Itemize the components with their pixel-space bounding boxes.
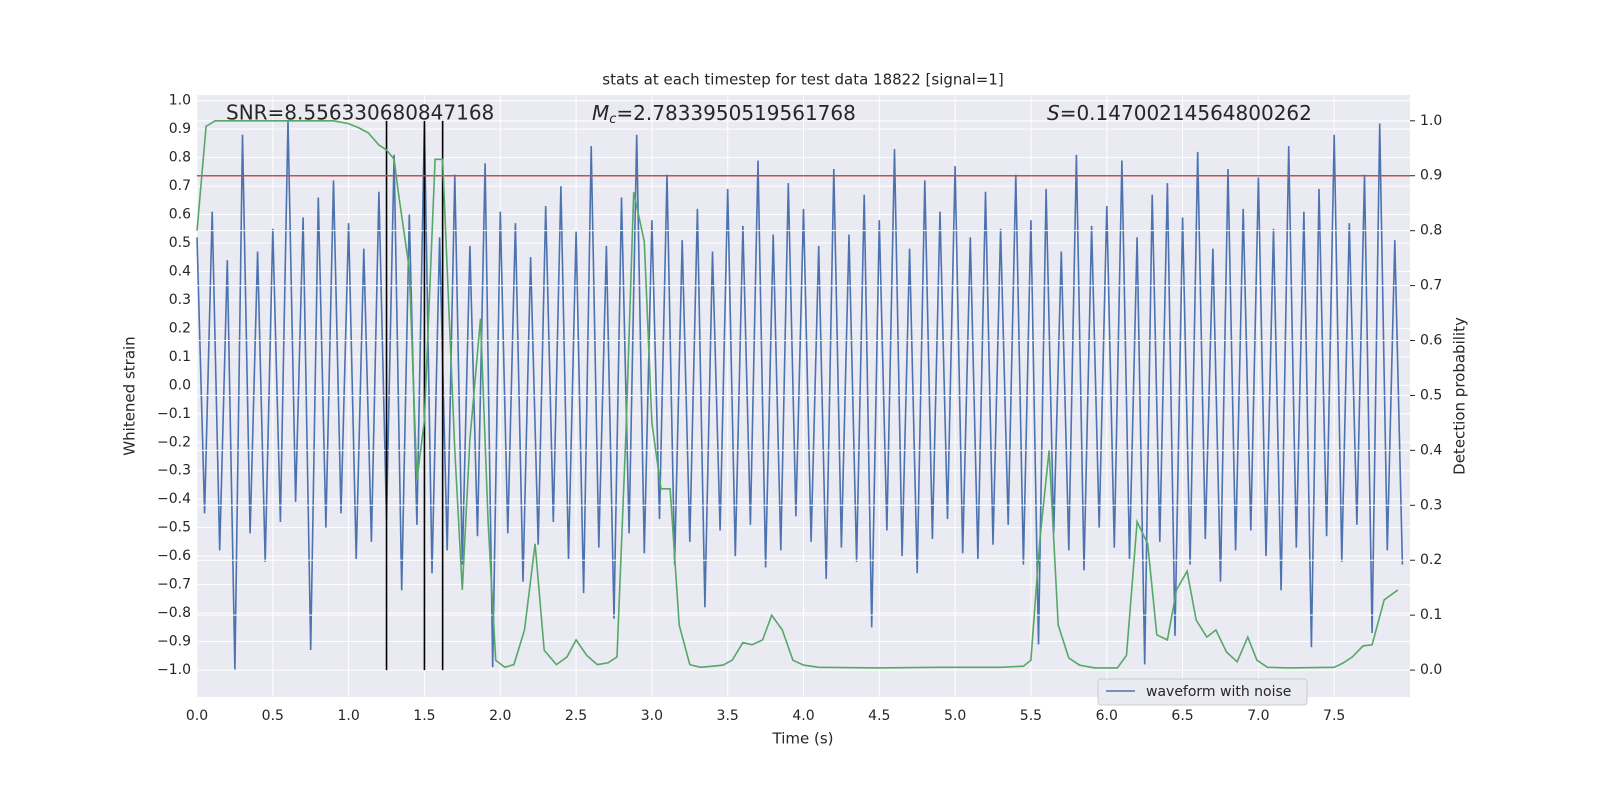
x-tick-label: 1.5 [413, 708, 435, 724]
y2-tick-label: 1.0 [1420, 113, 1442, 129]
mc-subscript: c [609, 112, 616, 127]
y2-tick-label: 0.8 [1420, 223, 1442, 239]
y2-tick-label: 0.1 [1420, 607, 1442, 623]
y-tick-label: −0.6 [157, 548, 191, 564]
y-tick-label: 0.5 [169, 235, 191, 251]
x-tick-label: 5.5 [1020, 708, 1042, 724]
y-tick-label: 0.1 [169, 349, 191, 365]
y-axis-label: Whitened strain [121, 336, 139, 455]
y2-tick-label: 0.6 [1420, 333, 1442, 349]
s-value: =0.14700214564800262 [1060, 101, 1312, 125]
mc-annotation: Mc=2.7833950519561768 [592, 101, 856, 127]
x-tick-label: 7.0 [1247, 708, 1269, 724]
mc-value: =2.7833950519561768 [616, 101, 855, 125]
snr-annotation: SNR=8.556330680847168 [226, 101, 494, 125]
y2-axis-label: Detection probability [1451, 317, 1469, 475]
x-tick-label: 4.5 [868, 708, 890, 724]
y-tick-label: 0.2 [169, 320, 191, 336]
series-line [196, 120, 1404, 671]
y-tick-label: −0.9 [157, 633, 191, 649]
y-tick-label: 0.6 [169, 207, 191, 223]
chart-title: stats at each timestep for test data 188… [602, 71, 1003, 89]
y-tick-label: 0.7 [169, 178, 191, 194]
y-tick-label: 0.4 [169, 263, 191, 279]
legend-box [1097, 678, 1308, 706]
y2-tick-label: 0.5 [1420, 387, 1442, 403]
x-tick-label: 5.0 [944, 708, 966, 724]
y-tick-label: 0.8 [169, 150, 191, 166]
y2-tick-label: 0.0 [1420, 662, 1442, 678]
y-tick-label: −0.8 [157, 605, 191, 621]
y2-tick-label: 0.3 [1420, 497, 1442, 513]
y2-tick-label: 0.7 [1420, 278, 1442, 294]
y-tick-label: −0.3 [157, 463, 191, 479]
y2-tick-label: 0.4 [1420, 442, 1442, 458]
legend-label: waveform with noise [1146, 684, 1291, 700]
y-tick-label: −0.7 [157, 577, 191, 593]
x-axis-label: Time (s) [772, 730, 834, 748]
x-tick-label: 3.5 [717, 708, 739, 724]
x-tick-label: 7.5 [1323, 708, 1345, 724]
s-symbol: S [1047, 101, 1060, 125]
x-tick-label: 4.0 [792, 708, 814, 724]
y-tick-label: −0.4 [157, 491, 191, 507]
series-line [196, 120, 1399, 669]
mc-symbol: M [592, 101, 609, 125]
legend: waveform with noise [1097, 678, 1308, 706]
y-tick-label: 0.9 [169, 121, 191, 137]
x-tick-label: 0.0 [186, 708, 208, 724]
over-layer [196, 120, 1410, 671]
x-tick-label: 3.0 [641, 708, 663, 724]
y-tick-label: 1.0 [169, 93, 191, 109]
y-tick-label: −0.2 [157, 434, 191, 450]
x-tick-label: 6.5 [1171, 708, 1193, 724]
x-tick-label: 0.5 [262, 708, 284, 724]
y-tick-label: 0.0 [169, 377, 191, 393]
x-tick-label: 6.0 [1096, 708, 1118, 724]
y-tick-label: −0.5 [157, 520, 191, 536]
y-tick-label: −1.0 [157, 662, 191, 678]
y2-tick-label: 0.2 [1420, 552, 1442, 568]
y-tick-label: −0.1 [157, 406, 191, 422]
x-tick-label: 2.5 [565, 708, 587, 724]
y2-tick-label: 0.9 [1420, 168, 1442, 184]
x-tick-label: 1.0 [337, 708, 359, 724]
x-tick-label: 2.0 [489, 708, 511, 724]
s-annotation: S=0.14700214564800262 [1047, 101, 1312, 125]
y-tick-label: 0.3 [169, 292, 191, 308]
